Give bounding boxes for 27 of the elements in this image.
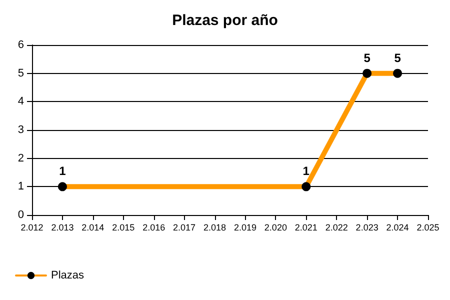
x-tick-label: 2.020 (264, 222, 287, 232)
data-label: 1 (59, 164, 66, 178)
x-tick-label: 2.023 (356, 222, 378, 232)
y-tick-label: 0 (18, 209, 24, 221)
x-tick-label: 2.024 (386, 222, 409, 232)
y-tick-label: 4 (18, 96, 24, 108)
x-tick-label: 2.019 (234, 222, 256, 232)
y-tick-label: 1 (18, 180, 24, 193)
x-tick-label: 2.021 (294, 222, 318, 232)
x-tick-label: 2.013 (51, 222, 74, 232)
x-tick-label: 2.025 (416, 222, 440, 232)
y-tick-label: 6 (18, 39, 24, 51)
data-label: 1 (302, 164, 310, 178)
x-tick-label: 2.015 (112, 222, 135, 232)
x-tick-label: 2.022 (325, 222, 348, 232)
y-tick-label: 3 (18, 124, 24, 136)
data-label: 5 (394, 50, 402, 65)
legend-label: Plazas (51, 270, 85, 282)
x-tick-label: 2.018 (204, 222, 226, 232)
x-tick-label: 2.014 (82, 222, 104, 232)
data-label: 5 (364, 50, 371, 65)
x-tick-label: 2.016 (142, 222, 166, 232)
x-tick-label: 2.012 (20, 222, 44, 232)
y-tick-label: 2 (18, 152, 24, 164)
y-tick-label: 5 (18, 67, 24, 80)
x-tick-label: 2.017 (173, 222, 196, 232)
chart-title: Plazas por año (172, 12, 278, 29)
